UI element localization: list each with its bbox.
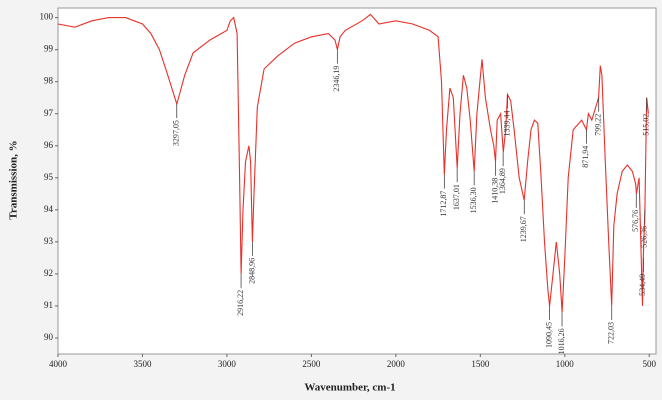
peak-label: 1536,30 (469, 187, 478, 213)
peak-label: 1712,87 (439, 191, 448, 217)
x-tick-label: 3500 (133, 359, 152, 369)
peak-label: 1016,26 (557, 328, 566, 354)
peak-label: 2848,96 (247, 258, 256, 284)
x-axis-title: Wavenumber, cm-1 (304, 382, 395, 394)
y-tick-label: 97 (44, 108, 54, 118)
y-axis-title: Transmission, % (8, 140, 20, 219)
x-tick-label: 1500 (471, 359, 490, 369)
peak-label: 534,49 (638, 274, 647, 296)
y-tick-label: 96 (44, 140, 54, 150)
x-tick-label: 2000 (387, 359, 406, 369)
peak-label: 2916,22 (236, 290, 245, 316)
peak-label: 515,02 (642, 114, 651, 136)
y-tick-label: 100 (40, 12, 54, 22)
y-tick-label: 93 (44, 236, 54, 246)
y-tick-label: 99 (44, 44, 54, 54)
peak-label: 799,22 (594, 114, 603, 136)
y-tick-label: 95 (44, 172, 54, 182)
x-tick-label: 1000 (556, 359, 575, 369)
peak-label: 1637,01 (452, 184, 461, 210)
peak-label: 1090,45 (544, 322, 553, 348)
x-tick-label: 2500 (302, 359, 321, 369)
peak-label: 526,36 (640, 226, 649, 248)
plot-area (57, 7, 657, 355)
y-tick-label: 98 (44, 76, 54, 86)
y-tick-label: 94 (44, 204, 54, 214)
x-tick-label: 3000 (218, 359, 237, 369)
peak-label: 1364,89 (498, 168, 507, 194)
peak-label: 722,03 (607, 322, 616, 344)
peak-label: 1410,38 (490, 178, 499, 204)
spectrum-line (57, 13, 649, 313)
peak-label: 576,76 (631, 210, 640, 232)
y-tick-label: 90 (44, 332, 54, 342)
peak-label: 1339,44 (502, 111, 511, 137)
peak-label: 1239,67 (519, 216, 528, 242)
peak-label: 871,94 (581, 146, 590, 168)
peak-label: 3297,05 (172, 120, 181, 146)
y-tick-label: 92 (44, 268, 53, 278)
y-tick-label: 91 (44, 300, 53, 310)
x-tick-label: 4000 (49, 359, 68, 369)
x-tick-label: 500 (642, 359, 656, 369)
peak-label: 2346,19 (332, 66, 341, 92)
